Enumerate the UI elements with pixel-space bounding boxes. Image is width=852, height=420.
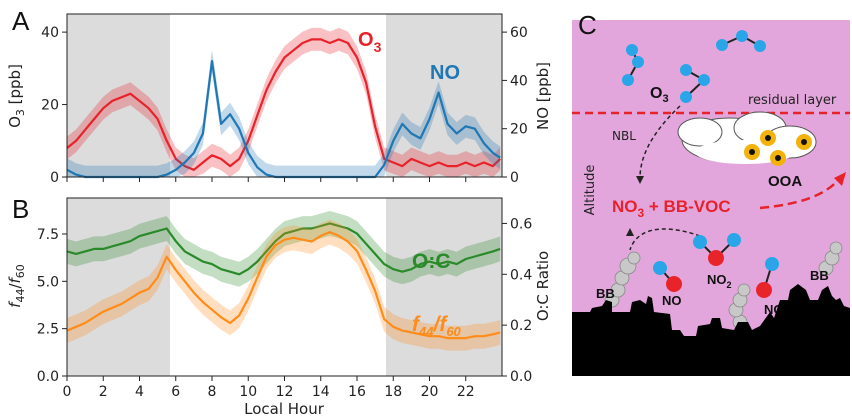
x-tick-label: 0 [63, 384, 72, 400]
panel-a-y-right-tick-label: 20 [510, 122, 528, 138]
panel-a-y-left-tick-label: 40 [41, 25, 59, 41]
ozone-molecule-3 [680, 64, 710, 103]
no2-rise-arrow [629, 228, 701, 251]
panel-b-y-right-ticks: 0.0 0.2 0.4 0.6 [502, 216, 532, 385]
panel-b-series-o-c [66, 222, 501, 276]
ozone-molecule-1 [622, 44, 644, 86]
panel-label-c: C [578, 10, 597, 40]
panel-b-plot [66, 211, 501, 351]
panel-b-x-ticks: 0 2 4 6 8 10 12 14 16 18 20 22 [63, 376, 475, 400]
x-axis-label: Local Hour [244, 400, 325, 418]
ooa-particles [744, 130, 812, 166]
reaction-label: NO3 + BB-VOC [612, 197, 731, 220]
panel-a-night-shade-1 [67, 14, 170, 177]
panel-b-y-left-tick-label: 0.0 [37, 369, 59, 385]
panel-b-night-shade-1 [67, 198, 170, 376]
panel-b-y-left-tick-label: 5.0 [37, 274, 59, 290]
panel-a-y-right-tick-label: 40 [510, 73, 528, 89]
panel-a-y-right-label: NO [ppb] [534, 62, 552, 130]
ooa-label: OOA [768, 173, 802, 190]
residual-layer-label: residual layer [748, 93, 837, 108]
panel-b-y-left-tick-label: 2.5 [37, 322, 59, 338]
x-tick-label: 20 [421, 384, 439, 400]
no2-label: NO2 [707, 272, 732, 290]
smoke-plume-right [818, 241, 843, 276]
x-tick-label: 18 [384, 384, 402, 400]
panel-b-y-right-tick-label: 0.6 [510, 216, 532, 232]
ozone-descent-arrow [639, 105, 681, 179]
altitude-label: Altitude [583, 165, 598, 216]
panel-a-series-o3 [66, 38, 501, 171]
panel-a-night-shade-2 [386, 14, 502, 177]
panel-a-y-left-tick-label: 20 [41, 98, 59, 114]
panel-label-a: A [12, 6, 30, 36]
bb-label-right: BB [810, 268, 829, 283]
panel-a-y-left-tick-label: 0 [50, 170, 59, 186]
panel-b-night-shade-2 [386, 198, 502, 376]
panel-a-y-right-tick-label: 60 [510, 25, 528, 41]
panel-a-no-annotation: NO [430, 62, 460, 84]
panel-b-y-right-tick-label: 0.2 [510, 318, 532, 334]
nbl-label: NBL [612, 129, 636, 143]
panel-b: 0 2 4 6 8 10 12 14 16 18 20 22 0.02.55.07.5 0.00.20… [6, 194, 552, 418]
x-tick-label: 16 [348, 384, 366, 400]
no-molecule-left [653, 261, 682, 292]
no-molecule-right [756, 257, 779, 298]
smoke-plume-left [604, 251, 641, 308]
no-label-left: NO [662, 293, 682, 308]
bb-label-left: BB [596, 286, 615, 301]
x-tick-label: 2 [99, 384, 108, 400]
panel-b-band-f44-f60 [67, 219, 501, 351]
x-tick-label: 6 [171, 384, 180, 400]
panel-a-y-left-label: O3 [ppb] [6, 64, 27, 128]
panel-b-y-left-label: f44/f60 [6, 264, 27, 308]
panel-a-x-ticks [66, 177, 467, 182]
ozone-descent-arrowhead [636, 176, 644, 184]
no2-rise-arrowhead [626, 228, 634, 236]
panel-a-y-right-tick-label: 0 [510, 170, 519, 186]
x-tick-label: 22 [457, 384, 475, 400]
panel-a-o3-annotation: O3 [358, 29, 382, 55]
panel-a-y-right-ticks: 0 20 40 60 [502, 25, 528, 186]
panel-b-y-right-label: O:C Ratio [534, 251, 552, 321]
panel-b-oc-annotation: O:C [412, 250, 451, 273]
panel-b-y-right-tick-label: 0.0 [510, 369, 532, 385]
panel-b-series-f44-f60 [66, 231, 501, 340]
city-skyline [572, 284, 850, 376]
no2-molecule [693, 233, 741, 266]
panel-label-b: B [12, 194, 29, 224]
x-tick-label: 4 [135, 384, 144, 400]
x-tick-label: 12 [276, 384, 294, 400]
panel-b-f44f60-annotation: f44/f60 [412, 313, 462, 339]
panel-a: 0 20 40 0 20 40 60 A O3 [ppb] NO [ppb] O3 NO [6, 6, 552, 186]
panel-b-y-left-tick-label: 7.5 [37, 227, 59, 243]
panel-a-y-left-ticks: 0 20 40 [41, 25, 67, 186]
panel-b-y-left-ticks: 0.0 2.5 5.0 7.5 [37, 227, 67, 385]
panel-c: C O3 residual layer NBL Altitude [572, 10, 850, 376]
ozone-label: O3 [650, 85, 669, 105]
reaction-arrowhead [834, 172, 846, 186]
panel-b-y-right-tick-label: 0.4 [510, 267, 532, 283]
ozone-molecule-2 [716, 30, 766, 52]
x-tick-label: 14 [312, 384, 330, 400]
x-tick-label: 8 [208, 384, 217, 400]
x-tick-label: 10 [239, 384, 257, 400]
